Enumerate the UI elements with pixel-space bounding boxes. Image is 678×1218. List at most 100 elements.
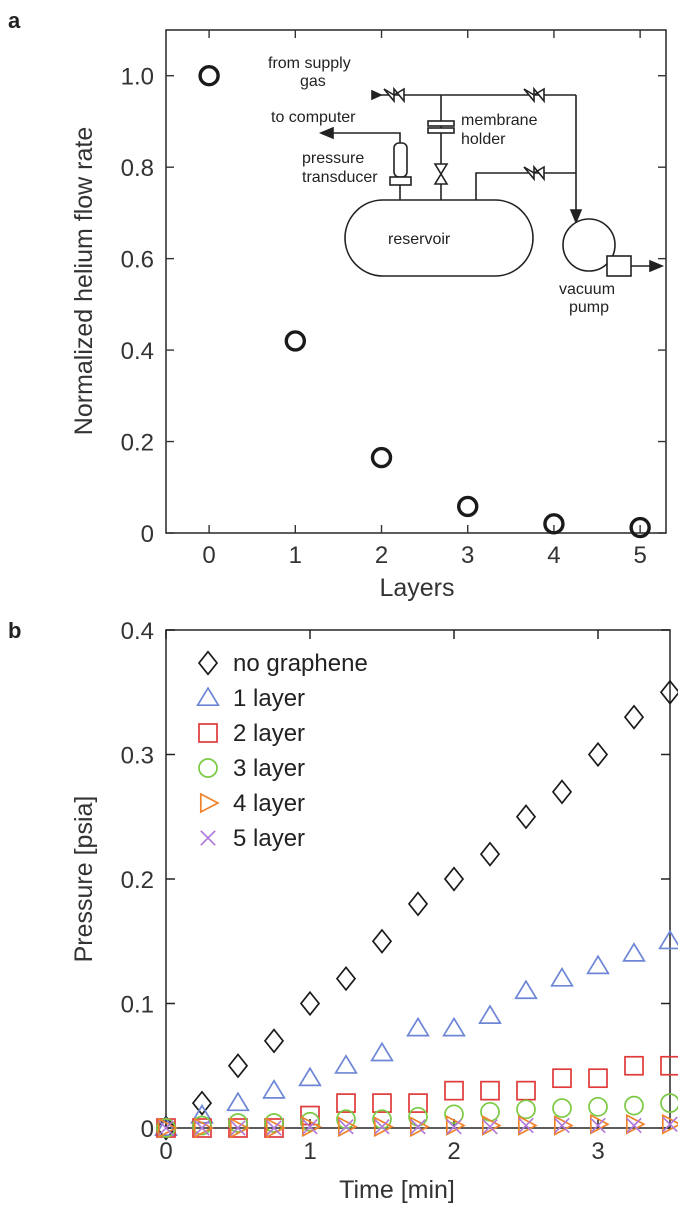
data-point-square bbox=[408, 1093, 428, 1113]
data-point-circle bbox=[192, 1115, 212, 1136]
data-point-diamond bbox=[659, 679, 678, 705]
data-point-triangle-right bbox=[265, 1117, 286, 1139]
vacuum-pump-icon bbox=[562, 218, 616, 272]
data-point-circle bbox=[588, 1096, 608, 1117]
data-point-x bbox=[230, 1120, 246, 1136]
data-point-x bbox=[302, 1118, 318, 1135]
data-point-square bbox=[516, 1080, 536, 1101]
data-point-triangle-up bbox=[298, 1066, 322, 1087]
y-tick-label: 0.6 bbox=[121, 247, 154, 274]
data-point-circle bbox=[372, 1109, 392, 1130]
data-point-triangle-right bbox=[517, 1115, 538, 1136]
data-point-triangle-up bbox=[334, 1054, 358, 1074]
data-point-diamond bbox=[227, 1053, 249, 1079]
legend-marker bbox=[196, 686, 220, 707]
legend-marker bbox=[199, 792, 220, 814]
data-point-x bbox=[158, 1120, 174, 1136]
data-point-triangle-up bbox=[154, 1116, 178, 1137]
pressure-transducer-icon bbox=[393, 142, 408, 178]
legend-marker bbox=[197, 650, 219, 676]
data-point-diamond bbox=[443, 866, 465, 892]
data-point-triangle-up bbox=[226, 1091, 250, 1112]
label-pump: pump bbox=[569, 299, 609, 316]
data-point-triangle-right bbox=[337, 1116, 358, 1138]
data-point bbox=[457, 495, 479, 518]
data-point-diamond bbox=[191, 1090, 213, 1116]
legend-label: 1 layer bbox=[233, 685, 305, 712]
data-point-x bbox=[518, 1117, 534, 1134]
data-point-x bbox=[410, 1118, 426, 1135]
x-tick-label: 5 bbox=[633, 542, 646, 569]
data-point-triangle-right bbox=[589, 1113, 610, 1135]
data-point-triangle-right bbox=[445, 1115, 466, 1136]
data-point-square bbox=[444, 1080, 464, 1101]
y-tick-label: 0 bbox=[141, 1116, 154, 1143]
x-tick-label: 0 bbox=[159, 1138, 172, 1165]
data-point-triangle-up bbox=[622, 942, 646, 962]
panel-a-x-axis-label: Layers bbox=[379, 574, 454, 602]
data-point-triangle-up bbox=[586, 954, 610, 975]
data-point-circle bbox=[444, 1104, 464, 1125]
valve-icon bbox=[433, 163, 449, 176]
data-point-triangle-up bbox=[550, 967, 574, 987]
panel-a-y-axis-label: Normalized helium flow rate bbox=[70, 127, 98, 435]
data-point-square bbox=[480, 1080, 500, 1101]
panel-b-y-axis-label: Pressure [psia] bbox=[70, 796, 98, 963]
legend-marker bbox=[198, 723, 218, 743]
label-from-supply: from supply bbox=[268, 55, 351, 72]
data-point-square bbox=[336, 1093, 356, 1113]
y-tick-label: 0.8 bbox=[121, 155, 154, 182]
data-point-diamond bbox=[335, 965, 357, 992]
x-tick-label: 1 bbox=[303, 1138, 316, 1165]
data-point-triangle-right bbox=[481, 1115, 502, 1136]
data-point-diamond bbox=[623, 704, 645, 730]
legend-label: 2 layer bbox=[233, 720, 305, 747]
legend-marker bbox=[200, 830, 216, 846]
x-tick-label: 1 bbox=[289, 542, 302, 569]
x-tick-label: 3 bbox=[591, 1138, 604, 1165]
data-point-x bbox=[482, 1118, 498, 1135]
exhaust-arrow-icon bbox=[649, 259, 665, 273]
data-point-circle bbox=[624, 1095, 644, 1116]
y-tick-label: 0.2 bbox=[121, 867, 154, 894]
data-point-triangle-right bbox=[229, 1117, 250, 1139]
data-point-circle bbox=[336, 1109, 356, 1130]
reservoir-line bbox=[475, 172, 576, 200]
panel-a-plot-frame bbox=[165, 29, 667, 534]
label-holder: holder bbox=[461, 131, 506, 148]
y-tick-label: 0.4 bbox=[121, 338, 154, 365]
data-point-triangle-up bbox=[406, 1016, 430, 1037]
legend-label: 4 layer bbox=[233, 790, 305, 817]
data-point-triangle-up bbox=[658, 929, 678, 950]
x-tick-label: 3 bbox=[461, 542, 474, 569]
legend-label: 5 layer bbox=[233, 825, 305, 852]
panel-b-x-axis-label: Time [min] bbox=[339, 1176, 455, 1204]
data-point-triangle-right bbox=[661, 1113, 678, 1135]
data-point-triangle-right bbox=[625, 1113, 646, 1135]
data-point-triangle-right bbox=[301, 1116, 322, 1138]
apparatus-diagram bbox=[318, 86, 665, 277]
data-point bbox=[370, 446, 393, 469]
panel-a-letter: a bbox=[8, 8, 21, 33]
panel-a-data-points bbox=[198, 65, 651, 539]
data-point-x bbox=[662, 1116, 678, 1133]
data-point-circle bbox=[264, 1113, 284, 1133]
data-point-triangle-right bbox=[553, 1115, 574, 1136]
x-tick-label: 2 bbox=[375, 542, 388, 569]
data-point-x bbox=[374, 1118, 390, 1135]
panel-b-legend: no graphene 1 layer 2 layer 3 layer 4 layer 5… bbox=[196, 650, 368, 852]
data-point-diamond bbox=[551, 779, 573, 805]
data-point-triangle-right bbox=[409, 1116, 430, 1138]
data-point-circle bbox=[300, 1111, 320, 1132]
valve-icon bbox=[383, 86, 405, 104]
label-pressure: pressure bbox=[302, 150, 364, 167]
data-point-x bbox=[338, 1118, 354, 1135]
y-tick-label: 0.2 bbox=[121, 430, 154, 457]
valve-icon bbox=[523, 164, 545, 182]
data-point-x bbox=[590, 1117, 606, 1134]
y-tick-label: 0.3 bbox=[121, 743, 154, 770]
data-point-square bbox=[300, 1105, 320, 1126]
y-tick-label: 1.0 bbox=[121, 64, 154, 91]
valve-icon bbox=[523, 86, 545, 104]
